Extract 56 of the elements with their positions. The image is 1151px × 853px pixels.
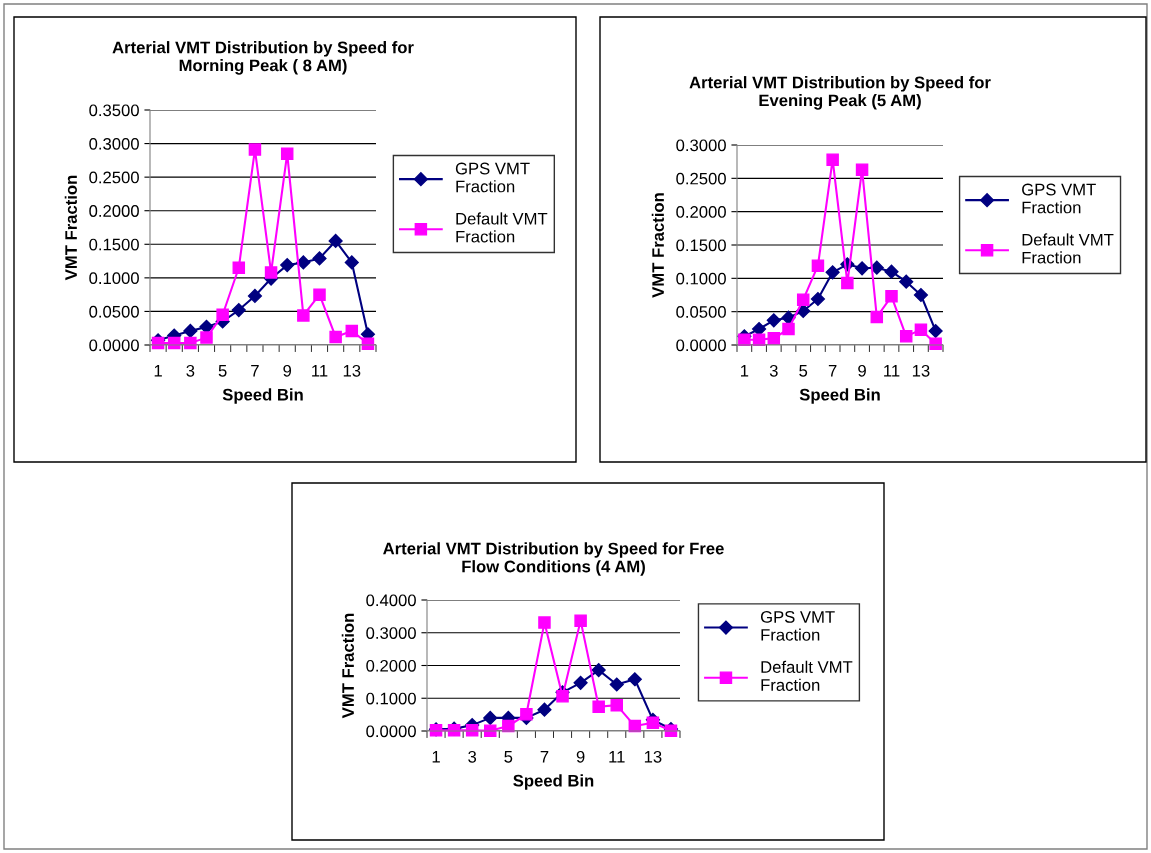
x-tick-label: 1	[740, 365, 749, 377]
x-tick-label: 9	[283, 364, 292, 377]
y-tick-label: 0.0500	[676, 306, 726, 318]
y-tick-label: 0.3000	[676, 139, 726, 152]
x-tick-label: 11	[609, 751, 625, 763]
y-tick-label: 0.1000	[366, 692, 416, 705]
y-tick-label: 0.3000	[366, 627, 416, 639]
legend-label: Default VMT Fraction	[761, 660, 853, 691]
y-tick-label: 0.2500	[676, 172, 726, 185]
y-tick-label: 0.2000	[366, 659, 416, 672]
x-tick-label: 5	[799, 365, 808, 377]
x-tick-label: 7	[540, 751, 549, 763]
x-tick-label: 5	[504, 751, 513, 763]
y-tick-label: 0.1500	[89, 238, 139, 251]
x-tick-label: 3	[186, 364, 195, 377]
x-tick-label: 5	[218, 365, 227, 377]
y-tick-label: 0.2500	[89, 171, 139, 184]
x-tick-label: 11	[312, 365, 328, 377]
y-tick-label: 0.1000	[89, 272, 139, 285]
legend-label: GPS VMT Fraction	[1022, 183, 1096, 214]
y-tick-label: 0.2000	[89, 205, 139, 217]
chart-title: Arterial VMT Distribution by Speed for Free Flow Conditions (4 AM)	[383, 542, 724, 576]
y-tick-label: 0.0000	[676, 339, 726, 352]
y-axis-title: VMT Fraction	[64, 175, 77, 281]
y-tick-label: 0.1500	[676, 239, 726, 252]
y-axis-title: VMT Fraction	[341, 613, 354, 719]
legend-label: Default VMT Fraction	[1022, 233, 1114, 264]
y-tick-label: 0.3000	[89, 137, 139, 150]
chart-title: Arterial VMT Distribution by Speed for Morning Peak ( 8 AM)	[112, 41, 414, 75]
x-axis-title: Speed Bin	[799, 388, 880, 404]
y-tick-label: 0.0000	[89, 339, 139, 352]
y-tick-label: 0.4000	[366, 594, 416, 607]
y-tick-label: 0.1000	[676, 272, 726, 285]
x-tick-label: 7	[251, 365, 259, 377]
x-tick-label: 7	[828, 365, 837, 377]
y-tick-label: 0.0500	[89, 305, 139, 318]
x-tick-label: 9	[858, 364, 866, 377]
legend-label: Default VMT Fraction	[456, 212, 548, 243]
x-tick-label: 3	[468, 750, 477, 763]
x-tick-label: 9	[576, 750, 585, 763]
x-tick-label: 13	[343, 364, 361, 377]
x-tick-label: 1	[154, 365, 162, 377]
x-tick-label: 13	[644, 750, 662, 763]
chart-title: Arterial VMT Distribution by Speed for Evening Peak (5 AM)	[689, 76, 991, 110]
legend-label: GPS VMT Fraction	[760, 611, 835, 641]
x-axis-title: Speed Bin	[513, 774, 594, 790]
x-tick-label: 3	[769, 364, 778, 377]
y-tick-label: 0.0000	[366, 725, 416, 738]
y-tick-label: 0.3500	[89, 104, 139, 117]
x-tick-label: 13	[912, 364, 930, 377]
y-axis-title: VMT Fraction	[651, 193, 664, 298]
x-tick-label: 11	[884, 365, 900, 377]
x-axis-title: Speed Bin	[222, 388, 303, 404]
y-tick-label: 0.2000	[676, 206, 726, 218]
x-tick-label: 1	[432, 751, 440, 763]
legend-label: GPS VMT Fraction	[455, 162, 530, 193]
